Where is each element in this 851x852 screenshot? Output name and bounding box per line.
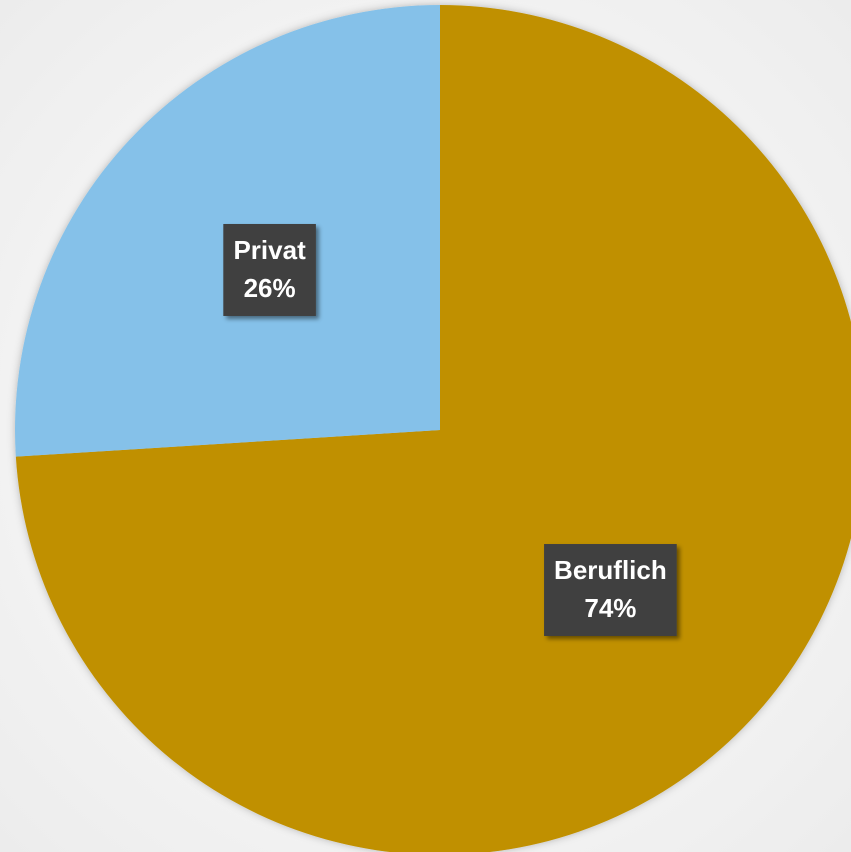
data-label: Beruflich 74% [544,544,677,637]
label-box [223,223,316,316]
data-label: Privat 26% [223,223,316,316]
label-name: Beruflich [554,555,667,585]
label-value: 26% [244,273,296,303]
pie-slice [15,5,851,852]
label-box [544,544,677,637]
pie [14,5,851,852]
label-name: Privat [233,235,306,265]
label-value: 74% [584,593,636,623]
